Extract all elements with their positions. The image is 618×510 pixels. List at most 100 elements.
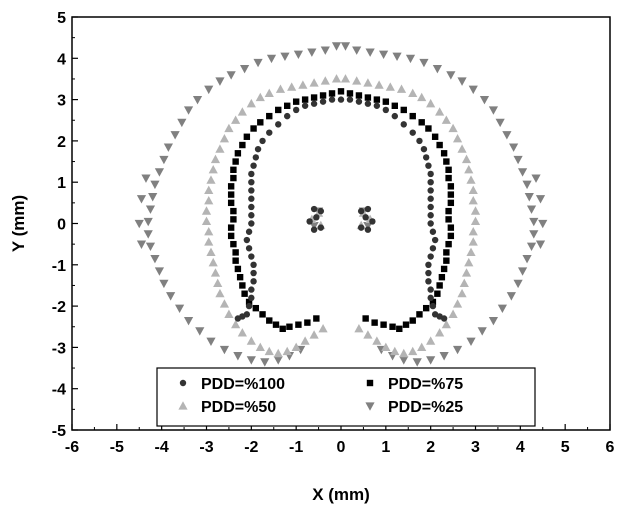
data-point [417, 92, 427, 102]
data-point [372, 336, 382, 345]
data-point [275, 121, 282, 128]
data-point [227, 224, 235, 231]
data-point [275, 84, 286, 93]
data-point [434, 290, 441, 297]
data-point [246, 336, 256, 345]
data-point [422, 154, 430, 161]
data-point [226, 71, 236, 80]
data-point [145, 242, 156, 252]
data-point [448, 123, 458, 133]
data-point [513, 155, 523, 165]
data-point [529, 230, 539, 239]
legend-label: PDD=%50 [201, 399, 276, 416]
data-point [531, 174, 541, 183]
data-point [273, 348, 283, 358]
data-point [400, 106, 407, 114]
data-point [298, 80, 308, 89]
data-point [279, 325, 286, 333]
data-point [309, 78, 319, 87]
data-point [466, 337, 476, 347]
data-point [357, 224, 365, 231]
y-tick-label: -2 [52, 299, 66, 316]
data-point [427, 286, 434, 293]
data-point [396, 325, 403, 333]
series-3 [134, 42, 548, 367]
x-tick-label: -5 [110, 439, 124, 456]
data-point [337, 96, 345, 103]
legend-box [156, 367, 536, 427]
data-point [309, 221, 319, 231]
data-point [266, 54, 277, 64]
y-tick-label: 4 [57, 51, 66, 68]
data-point [145, 205, 156, 214]
y-tick-label: -4 [52, 382, 66, 399]
data-point [427, 179, 434, 186]
data-point [219, 345, 230, 355]
data-point [447, 191, 455, 198]
data-point [273, 356, 283, 365]
y-tick-label: 2 [57, 134, 66, 151]
data-point [248, 179, 255, 186]
data-point [292, 98, 300, 105]
data-point [418, 119, 425, 126]
data-point [331, 74, 342, 83]
data-point [227, 232, 235, 240]
data-point [307, 48, 317, 57]
data-point [535, 240, 546, 249]
legend-marker [365, 402, 375, 411]
data-point [380, 321, 387, 328]
data-point [429, 298, 437, 306]
data-point [260, 358, 270, 367]
data-point [340, 74, 351, 83]
x-tick-label: 5 [561, 439, 570, 456]
x-tick-label: 4 [516, 439, 525, 456]
data-point [204, 226, 214, 236]
data-point [215, 77, 225, 86]
data-point [392, 52, 402, 62]
data-point [425, 278, 432, 285]
data-point [227, 183, 235, 190]
data-point [427, 203, 434, 211]
data-point [432, 65, 442, 74]
data-point [400, 121, 407, 128]
data-point [234, 265, 242, 273]
data-point [230, 216, 237, 223]
data-point [452, 345, 463, 355]
y-tick-label: -3 [52, 340, 66, 357]
data-point [259, 311, 266, 318]
data-point [166, 292, 176, 301]
data-point [295, 321, 302, 328]
data-point [280, 52, 290, 62]
data-point [237, 328, 247, 337]
data-point [143, 217, 153, 227]
x-tick-label: 0 [337, 439, 346, 456]
data-point [452, 299, 463, 308]
data-point [232, 257, 239, 264]
data-point [365, 48, 375, 57]
data-point [320, 46, 330, 55]
x-tick-label: -6 [65, 439, 79, 456]
data-point [362, 214, 369, 221]
data-point [230, 166, 237, 174]
data-point [391, 102, 398, 109]
data-point [517, 168, 528, 177]
data-point [237, 107, 247, 116]
data-point [224, 123, 234, 133]
data-point [233, 352, 243, 361]
data-point [464, 257, 474, 267]
data-point [246, 98, 256, 108]
data-point [204, 85, 214, 95]
x-tick-label: -3 [199, 439, 213, 456]
data-point [301, 102, 309, 109]
data-point [506, 292, 516, 301]
data-point [264, 346, 274, 356]
data-point [248, 220, 255, 227]
data-point [409, 317, 416, 324]
data-point [426, 98, 436, 108]
data-point [352, 46, 362, 55]
data-point [363, 78, 373, 87]
data-point [170, 131, 180, 140]
data-point [227, 191, 235, 198]
data-point [319, 98, 327, 105]
